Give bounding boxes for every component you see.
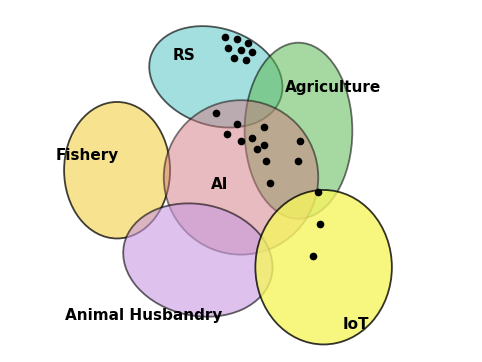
Ellipse shape — [255, 190, 392, 345]
Ellipse shape — [149, 26, 282, 127]
Text: IoT: IoT — [343, 317, 369, 332]
Ellipse shape — [244, 43, 352, 219]
Text: Animal Husbandry: Animal Husbandry — [66, 308, 223, 323]
Text: Fishery: Fishery — [55, 148, 119, 163]
Text: RS: RS — [172, 48, 195, 63]
Ellipse shape — [64, 102, 170, 239]
Ellipse shape — [164, 100, 318, 254]
Ellipse shape — [123, 203, 273, 317]
Text: Agriculture: Agriculture — [284, 80, 381, 95]
Text: AI: AI — [211, 177, 228, 192]
